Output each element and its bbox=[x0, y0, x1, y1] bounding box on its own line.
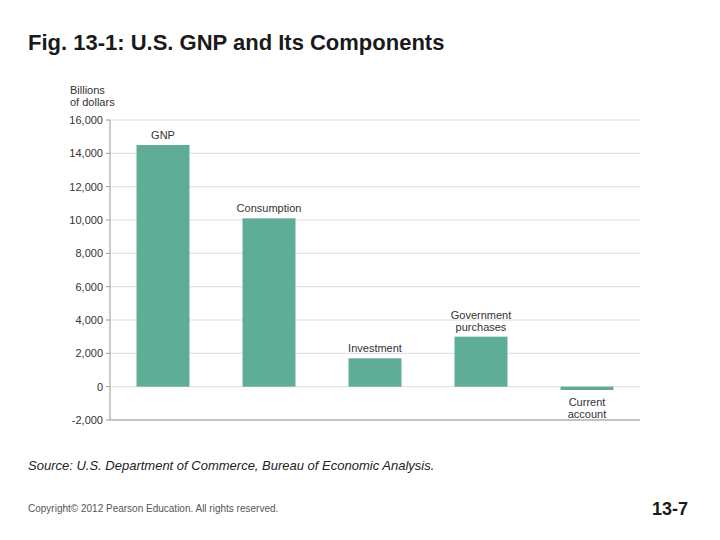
bar-label: Governmentpurchases bbox=[451, 309, 512, 333]
bar-label: Currentaccount bbox=[568, 396, 607, 420]
y-tick-label: 16,000 bbox=[69, 114, 103, 126]
bar bbox=[243, 218, 296, 386]
y-tick-label: 14,000 bbox=[69, 147, 103, 159]
y-tick bbox=[106, 386, 110, 387]
y-tick bbox=[106, 253, 110, 254]
y-axis-line bbox=[110, 120, 111, 420]
y-tick bbox=[106, 353, 110, 354]
y-tick-label: 8,000 bbox=[75, 247, 103, 259]
y-axis: -2,000 0 2,000 4,000 6,000 8,000 10,000 12,000 1… bbox=[69, 114, 640, 426]
bar-label: Investment bbox=[348, 342, 402, 354]
y-tick bbox=[106, 286, 110, 287]
y-tick-label: 4,000 bbox=[75, 314, 103, 326]
bar bbox=[137, 145, 190, 387]
y-tick bbox=[106, 120, 110, 121]
bar bbox=[349, 358, 402, 386]
y-tick-label: 2,000 bbox=[75, 347, 103, 359]
title: Fig. 13-1: U.S. GNP and Its Components bbox=[28, 30, 444, 55]
copyright: Copyright© 2012 Pearson Education. All r… bbox=[28, 503, 278, 514]
y-axis-label: Billionsof dollars bbox=[70, 84, 115, 108]
y-tick bbox=[106, 320, 110, 321]
bar bbox=[455, 337, 508, 387]
bar-label: Consumption bbox=[237, 202, 302, 214]
y-tick-label: 6,000 bbox=[75, 281, 103, 293]
y-tick bbox=[106, 153, 110, 154]
y-tick-label: 10,000 bbox=[69, 214, 103, 226]
page-label: 13-7 bbox=[652, 499, 688, 519]
source: Source: U.S. Department of Commerce, Bur… bbox=[28, 458, 434, 473]
y-tick-label: 0 bbox=[97, 381, 103, 393]
y-tick bbox=[106, 420, 110, 421]
x-axis-line bbox=[110, 420, 640, 421]
grid-line bbox=[110, 120, 640, 121]
grid-line bbox=[110, 420, 640, 421]
chart: Fig. 13-1: U.S. GNP and Its Components Bi… bbox=[0, 0, 720, 540]
y-tick-label: -2,000 bbox=[72, 414, 103, 426]
y-tick-label: 12,000 bbox=[69, 181, 103, 193]
bars bbox=[137, 145, 614, 390]
bar bbox=[561, 387, 614, 390]
y-tick bbox=[106, 186, 110, 187]
y-tick bbox=[106, 220, 110, 221]
bar-label: GNP bbox=[151, 129, 175, 141]
